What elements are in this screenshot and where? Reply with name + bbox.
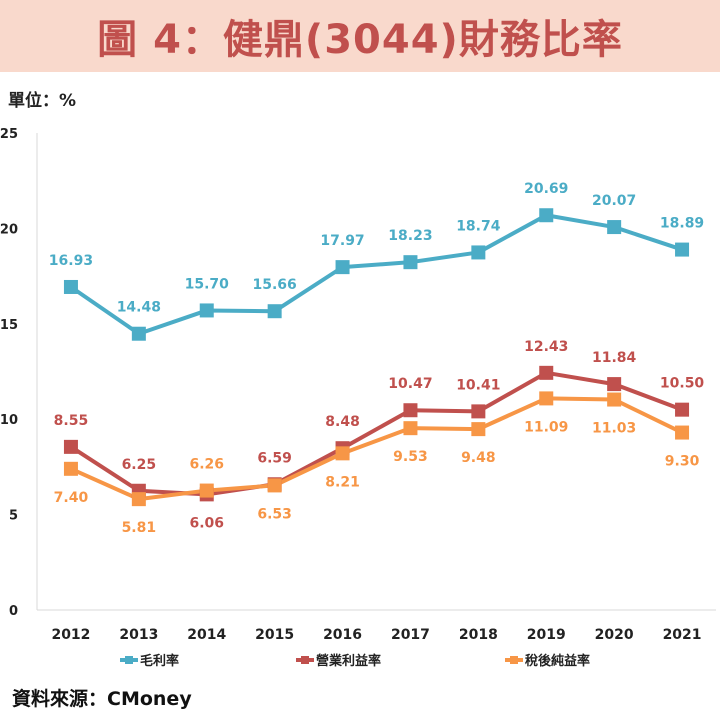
data-label: 11.09 <box>524 419 568 435</box>
x-tick-label: 2017 <box>391 627 430 643</box>
data-label: 18.23 <box>388 228 432 244</box>
data-label: 8.21 <box>325 474 360 490</box>
data-point-marker <box>539 208 554 223</box>
data-point-marker <box>675 242 690 257</box>
source-label: 資料來源：CMoney <box>12 688 192 710</box>
x-tick-label: 2013 <box>119 627 158 643</box>
data-point-marker <box>607 392 622 407</box>
data-label: 11.84 <box>592 350 637 366</box>
y-tick-label: 5 <box>9 509 18 524</box>
data-point-marker <box>199 303 214 318</box>
legend-label-3: 稅後純益率 <box>525 653 590 669</box>
data-point-marker <box>403 255 418 270</box>
data-label: 5.81 <box>122 520 157 536</box>
data-label: 15.70 <box>185 276 230 292</box>
data-point-marker <box>471 422 486 437</box>
legend-marker-1 <box>125 656 133 664</box>
series-line-2 <box>69 370 683 497</box>
data-point-marker <box>131 492 146 507</box>
legend-marker-2 <box>301 656 309 664</box>
line-chart: 0 5 10 15 20 25 2012 2013 2014 2015 2016 2017 2018 20… <box>0 127 716 669</box>
data-label: 18.89 <box>660 216 704 232</box>
data-point-marker <box>539 391 554 406</box>
data-label: 8.55 <box>54 413 89 429</box>
data-label: 20.69 <box>524 181 568 197</box>
data-label: 10.50 <box>660 376 705 392</box>
data-label: 10.47 <box>388 376 432 392</box>
unit-label: 單位：% <box>8 91 77 111</box>
data-label: 18.74 <box>456 218 501 234</box>
series-line-3 <box>70 396 683 502</box>
x-tick-label: 2016 <box>323 627 362 643</box>
data-point-marker <box>335 446 350 461</box>
x-tick-label: 2019 <box>527 627 566 643</box>
data-label: 15.66 <box>253 277 297 293</box>
data-point-marker <box>335 260 350 275</box>
data-label: 6.06 <box>189 515 224 531</box>
y-tick-label: 25 <box>0 127 18 142</box>
data-label: 16.93 <box>49 253 93 269</box>
data-point-marker <box>471 404 486 419</box>
data-point-marker <box>607 377 622 392</box>
title-band: 圖 4：健鼎(3044)財務比率 <box>0 0 720 72</box>
data-label: 9.53 <box>393 449 428 465</box>
data-label: 6.25 <box>122 457 157 473</box>
x-tick-label: 2020 <box>595 627 634 643</box>
data-point-marker <box>607 220 622 235</box>
data-label: 8.48 <box>325 414 360 430</box>
x-tick-label: 2012 <box>51 627 90 643</box>
data-point-marker <box>267 478 282 493</box>
data-label: 6.26 <box>189 457 224 473</box>
data-point-marker <box>199 483 214 498</box>
data-label: 12.43 <box>524 339 568 355</box>
data-point-marker <box>63 279 78 294</box>
series-line-1 <box>69 213 683 336</box>
y-tick-label: 15 <box>0 318 18 333</box>
data-label: 17.97 <box>320 233 364 249</box>
x-tick-label: 2014 <box>187 627 226 643</box>
data-label: 6.59 <box>257 450 292 466</box>
legend-marker-3 <box>510 656 518 664</box>
x-tick-label: 2015 <box>255 627 294 643</box>
y-tick-label: 0 <box>9 604 18 619</box>
legend-label-1: 毛利率 <box>140 653 179 669</box>
y-tick-label: 10 <box>0 413 18 428</box>
data-point-marker <box>539 365 554 380</box>
data-point-marker <box>63 439 78 454</box>
data-label: 7.40 <box>54 490 89 506</box>
data-point-marker <box>471 245 486 260</box>
data-point-marker <box>267 304 282 319</box>
data-point-marker <box>675 425 690 440</box>
data-label: 14.48 <box>117 300 161 316</box>
data-label: 20.07 <box>592 193 636 209</box>
data-label: 9.30 <box>665 454 700 470</box>
data-point-marker <box>675 402 690 417</box>
data-point-marker <box>131 326 146 341</box>
data-point-marker <box>63 461 78 476</box>
chart-title: 圖 4：健鼎(3044)財務比率 <box>97 17 623 63</box>
x-tick-label: 2021 <box>663 627 702 643</box>
data-point-marker <box>403 403 418 418</box>
y-tick-label: 20 <box>0 222 18 237</box>
legend-label-2: 營業利益率 <box>316 653 381 669</box>
x-tick-label: 2018 <box>459 627 498 643</box>
data-label: 11.03 <box>592 421 636 437</box>
data-point-marker <box>403 421 418 436</box>
data-label: 9.48 <box>461 450 496 466</box>
data-label: 10.41 <box>456 377 500 393</box>
data-label: 6.53 <box>257 506 292 522</box>
